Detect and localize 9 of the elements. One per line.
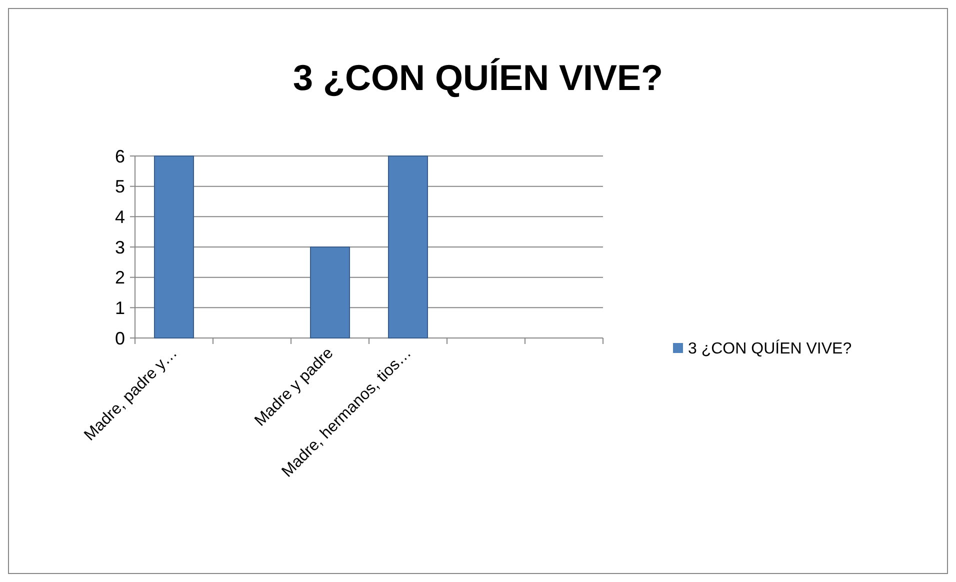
y-tick-label: 3 — [114, 237, 125, 258]
y-tick-label: 5 — [114, 176, 125, 197]
chart-title: 3 ¿CON QUÍEN VIVE? — [292, 57, 664, 98]
y-tick-label: 6 — [114, 146, 125, 166]
y-tick-label: 2 — [114, 268, 125, 288]
y-tick-label: 0 — [114, 328, 125, 348]
y-tick-label: 4 — [114, 206, 125, 227]
legend-label: 3 ¿CON QUÍEN VIVE? — [688, 340, 852, 358]
y-tick-label: 1 — [114, 298, 125, 318]
